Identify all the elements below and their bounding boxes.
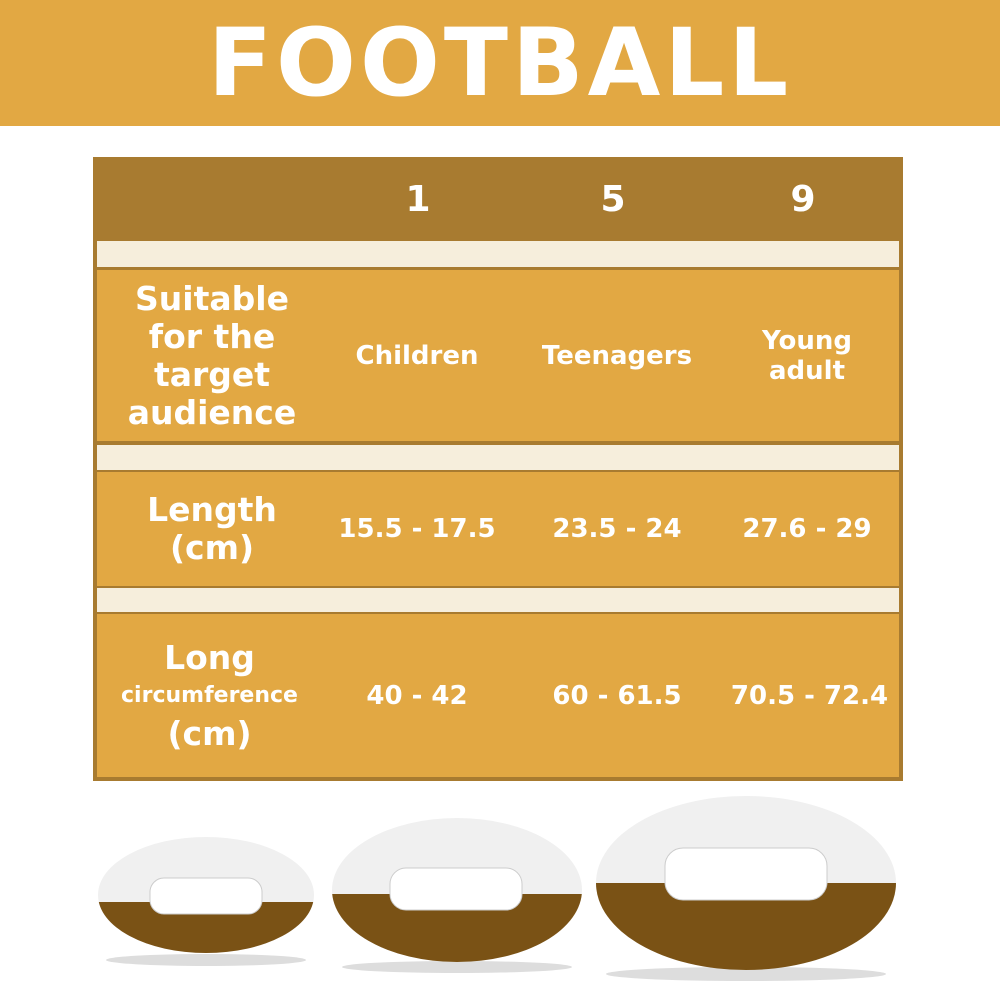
row-label-sub: circumference [121, 682, 298, 708]
size-chart-table: 1 5 9 Suitable for the target audience C… [93, 157, 903, 781]
size-header-5: 5 [600, 178, 626, 220]
table-cell: Young adult [762, 325, 852, 386]
page-title: FOOTBALL [207, 8, 793, 118]
row-label-unit: (cm) [167, 713, 252, 753]
row-label: Length (cm) [107, 472, 317, 586]
separator [97, 445, 899, 470]
table-cell: Children [355, 340, 479, 371]
table-cell: 40 - 42 [366, 680, 468, 711]
row-label-main: Long [164, 637, 255, 677]
row-label-main: Length [147, 490, 277, 529]
laces [163, 864, 810, 903]
separator [97, 588, 899, 612]
table-row-audience: Suitable for the target audience Childre… [97, 270, 899, 441]
title-banner: FOOTBALL [0, 0, 1000, 126]
table-row-circumference: Long circumference (cm) 40 - 42 60 - 61.… [97, 614, 899, 777]
football-size-9 [596, 796, 896, 970]
row-label: Long circumference (cm) [97, 614, 322, 777]
row-label: Suitable for the target audience [127, 278, 297, 432]
separator [97, 241, 899, 267]
football-illustrations [98, 796, 896, 981]
table-cell: 15.5 - 17.5 [338, 514, 496, 544]
football-size-1 [98, 837, 314, 953]
table-cell: 23.5 - 24 [552, 514, 682, 544]
size-header-1: 1 [405, 178, 431, 220]
table-cell: Teenagers [541, 340, 693, 371]
table-row-length: Length (cm) 15.5 - 17.5 23.5 - 24 27.6 -… [97, 472, 899, 586]
table-cell: 60 - 61.5 [552, 680, 682, 711]
row-label-unit: (cm) [169, 528, 255, 567]
size-header-9: 9 [790, 178, 816, 220]
table-header: 1 5 9 [93, 157, 903, 241]
football-size-5 [332, 818, 582, 962]
table-cell: 27.6 - 29 [742, 514, 872, 544]
table-cell: 70.5 - 72.4 [730, 680, 889, 711]
